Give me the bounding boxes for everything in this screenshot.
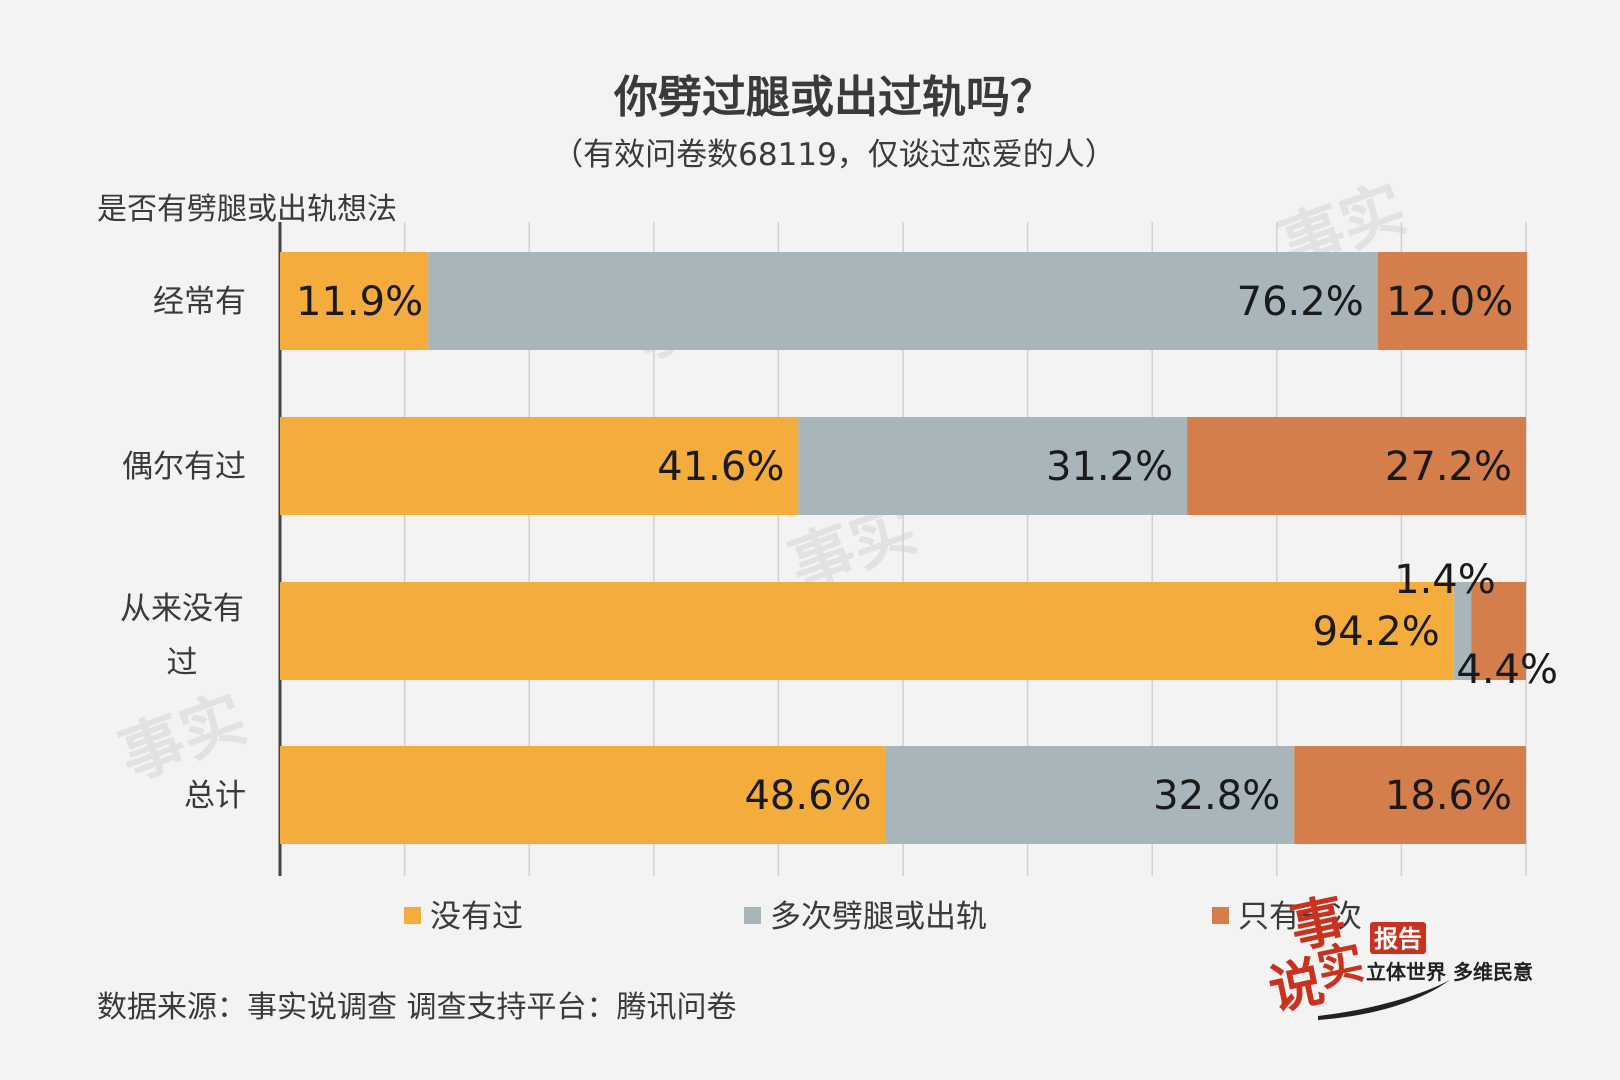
bar-2-1	[1453, 582, 1472, 680]
value-label-3-0: 48.6%	[744, 773, 871, 819]
value-labels: 11.9% 76.2% 12.0% 41.6% 31.2% 27.2% 94.2% 1.4% 4…	[296, 279, 1558, 819]
value-label-1-2: 27.2%	[1385, 444, 1512, 490]
logo-char-2: 说	[1263, 949, 1329, 1023]
value-label-2-0: 94.2%	[1313, 609, 1440, 655]
legend-label-0: 没有过	[430, 899, 523, 935]
legend-label-2: 只有一次	[1238, 899, 1362, 935]
logo-brush-stroke	[1318, 980, 1450, 1020]
value-label-2-1: 1.4%	[1394, 557, 1496, 603]
brand-logo: 事 说 实 报告 立体世界 多维民意	[1263, 886, 1533, 1022]
bar-3-1	[885, 746, 1295, 844]
category-label-1: 偶尔有过	[122, 449, 246, 485]
legend-swatch-0	[404, 907, 421, 924]
logo-char-3: 实	[1312, 935, 1368, 997]
value-label-0-1: 76.2%	[1237, 279, 1364, 325]
legend-label-1: 多次劈腿或出轨	[770, 899, 987, 935]
bar-1-1	[798, 417, 1188, 515]
value-label-1-0: 41.6%	[657, 444, 784, 490]
legend-swatch-2	[1212, 907, 1229, 924]
logo-badge-bg	[1370, 922, 1426, 954]
category-label-3: 总计	[184, 778, 246, 814]
bar-0-2	[1377, 252, 1528, 350]
chart-subtitle: （有效问卷数68119，仅谈过恋爱的人）	[552, 137, 1116, 173]
category-label-0: 经常有	[153, 284, 246, 320]
value-label-1-1: 31.2%	[1046, 444, 1173, 490]
value-label-0-2: 12.0%	[1386, 279, 1513, 325]
bar-3-0	[280, 746, 886, 844]
value-label-3-2: 18.6%	[1385, 773, 1512, 819]
source-note: 数据来源：事实说调查 调查支持平台：腾讯问卷	[97, 990, 737, 1025]
bar-0-1	[428, 252, 1378, 350]
value-label-2-2: 4.4%	[1456, 647, 1558, 693]
logo-badge: 报告	[1374, 925, 1422, 953]
value-label-3-1: 32.8%	[1153, 773, 1280, 819]
logo-tagline: 立体世界 多维民意	[1366, 960, 1533, 984]
bar-2-2	[1471, 582, 1526, 680]
bar-1-0	[280, 417, 799, 515]
value-label-0-0: 11.9%	[296, 279, 423, 325]
bar-3-2	[1294, 746, 1526, 844]
bars	[280, 252, 1528, 844]
legend: 没有过 多次劈腿或出轨 只有一次	[404, 899, 1362, 935]
chart-title: 你劈过腿或出过轨吗？	[613, 72, 1054, 123]
bar-2-0	[280, 582, 1454, 680]
category-label-2-line1: 从来没有	[120, 591, 244, 627]
category-label-2-line2: 过	[167, 645, 198, 681]
y-axis-title: 是否有劈腿或出轨想法	[97, 192, 397, 227]
legend-swatch-1	[744, 907, 761, 924]
bar-1-2	[1187, 417, 1526, 515]
logo-char-1: 事	[1285, 886, 1351, 960]
bar-0-0	[280, 252, 429, 350]
